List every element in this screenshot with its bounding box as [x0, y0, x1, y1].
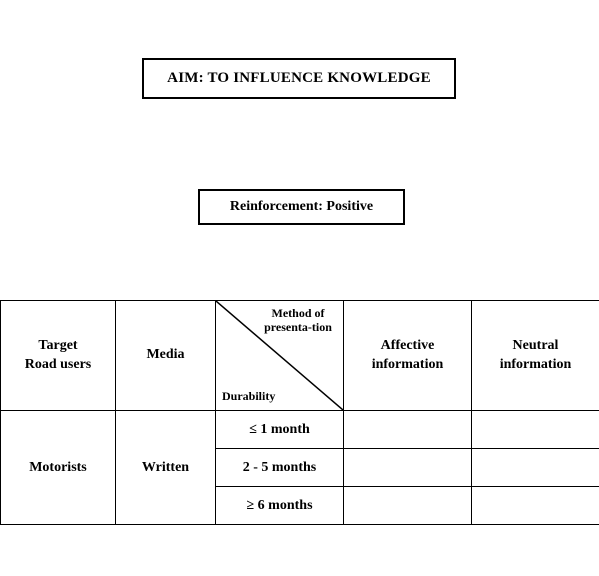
reinforcement-box: Reinforcement: Positive: [198, 189, 405, 225]
cell-affective-2: [344, 487, 472, 525]
cell-duration-0: ≤ 1 month: [216, 411, 344, 449]
cell-target: Motorists: [1, 411, 116, 525]
header-neutral: Neutralinformation: [472, 301, 599, 411]
cell-neutral-0: [472, 411, 599, 449]
cell-neutral-1: [472, 449, 599, 487]
header-row: TargetRoad users Media Method of present…: [1, 301, 599, 411]
cell-duration-1: 2 - 5 months: [216, 449, 344, 487]
matrix-table: TargetRoad users Media Method of present…: [0, 300, 599, 525]
header-durability-label: Durability: [222, 390, 275, 404]
table-row: Motorists Written ≤ 1 month: [1, 411, 599, 449]
cell-neutral-2: [472, 487, 599, 525]
header-affective: Affectiveinformation: [344, 301, 472, 411]
cell-duration-2: ≥ 6 months: [216, 487, 344, 525]
cell-affective-0: [344, 411, 472, 449]
header-media: Media: [116, 301, 216, 411]
aim-box: AIM: TO INFLUENCE KNOWLEDGE: [142, 58, 456, 99]
header-method-durability: Method of presenta-tion Durability: [216, 301, 344, 411]
header-method-label: Method of presenta-tion: [259, 307, 337, 335]
cell-media: Written: [116, 411, 216, 525]
cell-affective-1: [344, 449, 472, 487]
header-target: TargetRoad users: [1, 301, 116, 411]
